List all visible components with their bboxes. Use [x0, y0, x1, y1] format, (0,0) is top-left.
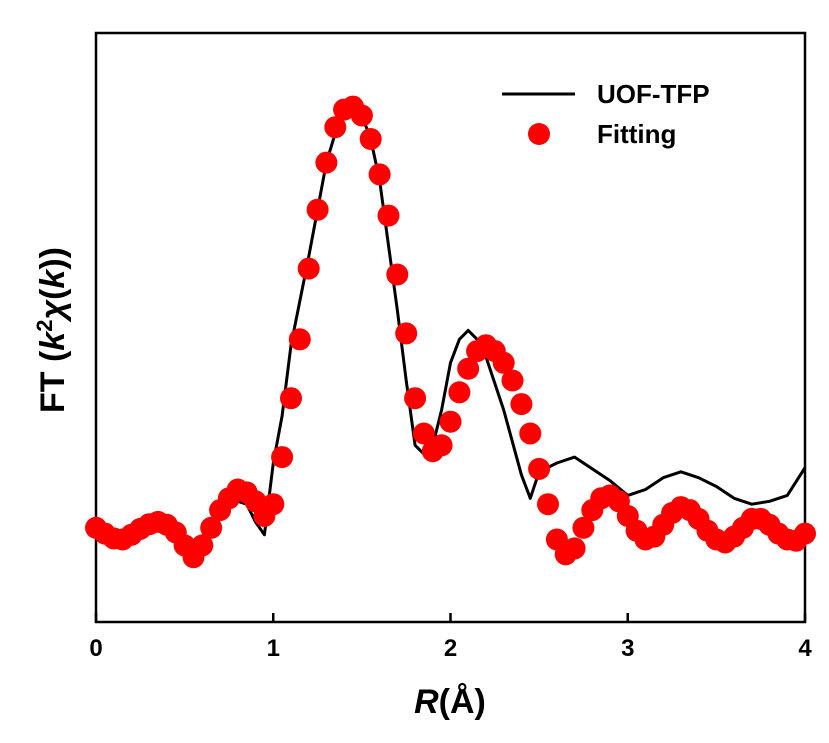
- fitting-point-24: [297, 257, 320, 280]
- fitting-point-30: [350, 104, 373, 127]
- fitting-point-49: [519, 422, 542, 445]
- fitting-point-41: [448, 381, 471, 404]
- y-axis-label-chi: χ: [34, 299, 72, 323]
- fitting-point-80: [794, 522, 816, 545]
- fitting-point-20: [262, 493, 285, 516]
- fitting-point-27: [324, 116, 347, 139]
- x-tick-label-1: 1: [267, 635, 280, 662]
- legend-label-fitting: Fitting: [597, 119, 676, 149]
- fitting-point-36: [404, 387, 427, 410]
- fitting-point-50: [528, 457, 551, 480]
- y-axis-label-exponent: 2: [32, 320, 57, 332]
- fitting-point-51: [537, 493, 559, 516]
- fitting-point-39: [430, 434, 453, 457]
- x-tick-label-4: 4: [798, 635, 812, 662]
- series-scatter-fitting: [85, 95, 816, 569]
- fitting-point-26: [315, 151, 338, 174]
- fitting-point-31: [359, 128, 382, 150]
- fitting-point-25: [306, 198, 329, 221]
- y-axis-label-k-inner: k: [34, 268, 72, 289]
- legend-label-uof-tfp: UOF-TFP: [597, 79, 710, 109]
- x-axis-label-var: R: [414, 683, 439, 721]
- fitting-point-22: [280, 387, 302, 410]
- y-axis-label-close-paren: )): [34, 247, 72, 270]
- fitting-point-13: [200, 516, 223, 539]
- y-axis-label-prefix: FT (: [34, 350, 72, 413]
- x-tick-label-0: 0: [89, 635, 102, 662]
- fitting-point-23: [288, 328, 311, 351]
- fitting-point-33: [377, 204, 400, 227]
- fitting-point-55: [572, 516, 595, 539]
- fitting-point-32: [368, 163, 391, 186]
- fitting-point-37: [412, 422, 435, 445]
- y-axis-label: FT (k2χ(k)): [32, 247, 73, 413]
- fitting-point-48: [510, 393, 533, 416]
- legend-dot-swatch: [528, 123, 550, 145]
- x-axis-label: R(Å): [414, 683, 486, 721]
- series-line-uof-tfp: [95, 105, 807, 547]
- x-tick-label-2: 2: [444, 635, 457, 662]
- fitting-point-12: [191, 534, 214, 557]
- x-axis-label-unit: (Å): [439, 683, 486, 721]
- fitting-point-40: [439, 410, 462, 433]
- fitting-point-21: [271, 446, 294, 469]
- x-axis-tick-labels: 0 1 2 3 4: [89, 635, 812, 662]
- fitting-point-35: [395, 322, 418, 345]
- fitting-point-47: [501, 369, 524, 392]
- fitting-point-54: [563, 537, 586, 560]
- fitting-point-34: [386, 263, 409, 286]
- fitting-point-46: [492, 351, 515, 374]
- y-axis-label-k: k: [34, 330, 72, 351]
- x-tick-label-3: 3: [621, 635, 634, 662]
- x-axis-ticks: [94, 613, 807, 622]
- legend: UOF-TFP Fitting: [502, 79, 710, 149]
- fitting-point-42: [457, 357, 480, 380]
- y-axis-label-open-paren: (: [34, 288, 72, 300]
